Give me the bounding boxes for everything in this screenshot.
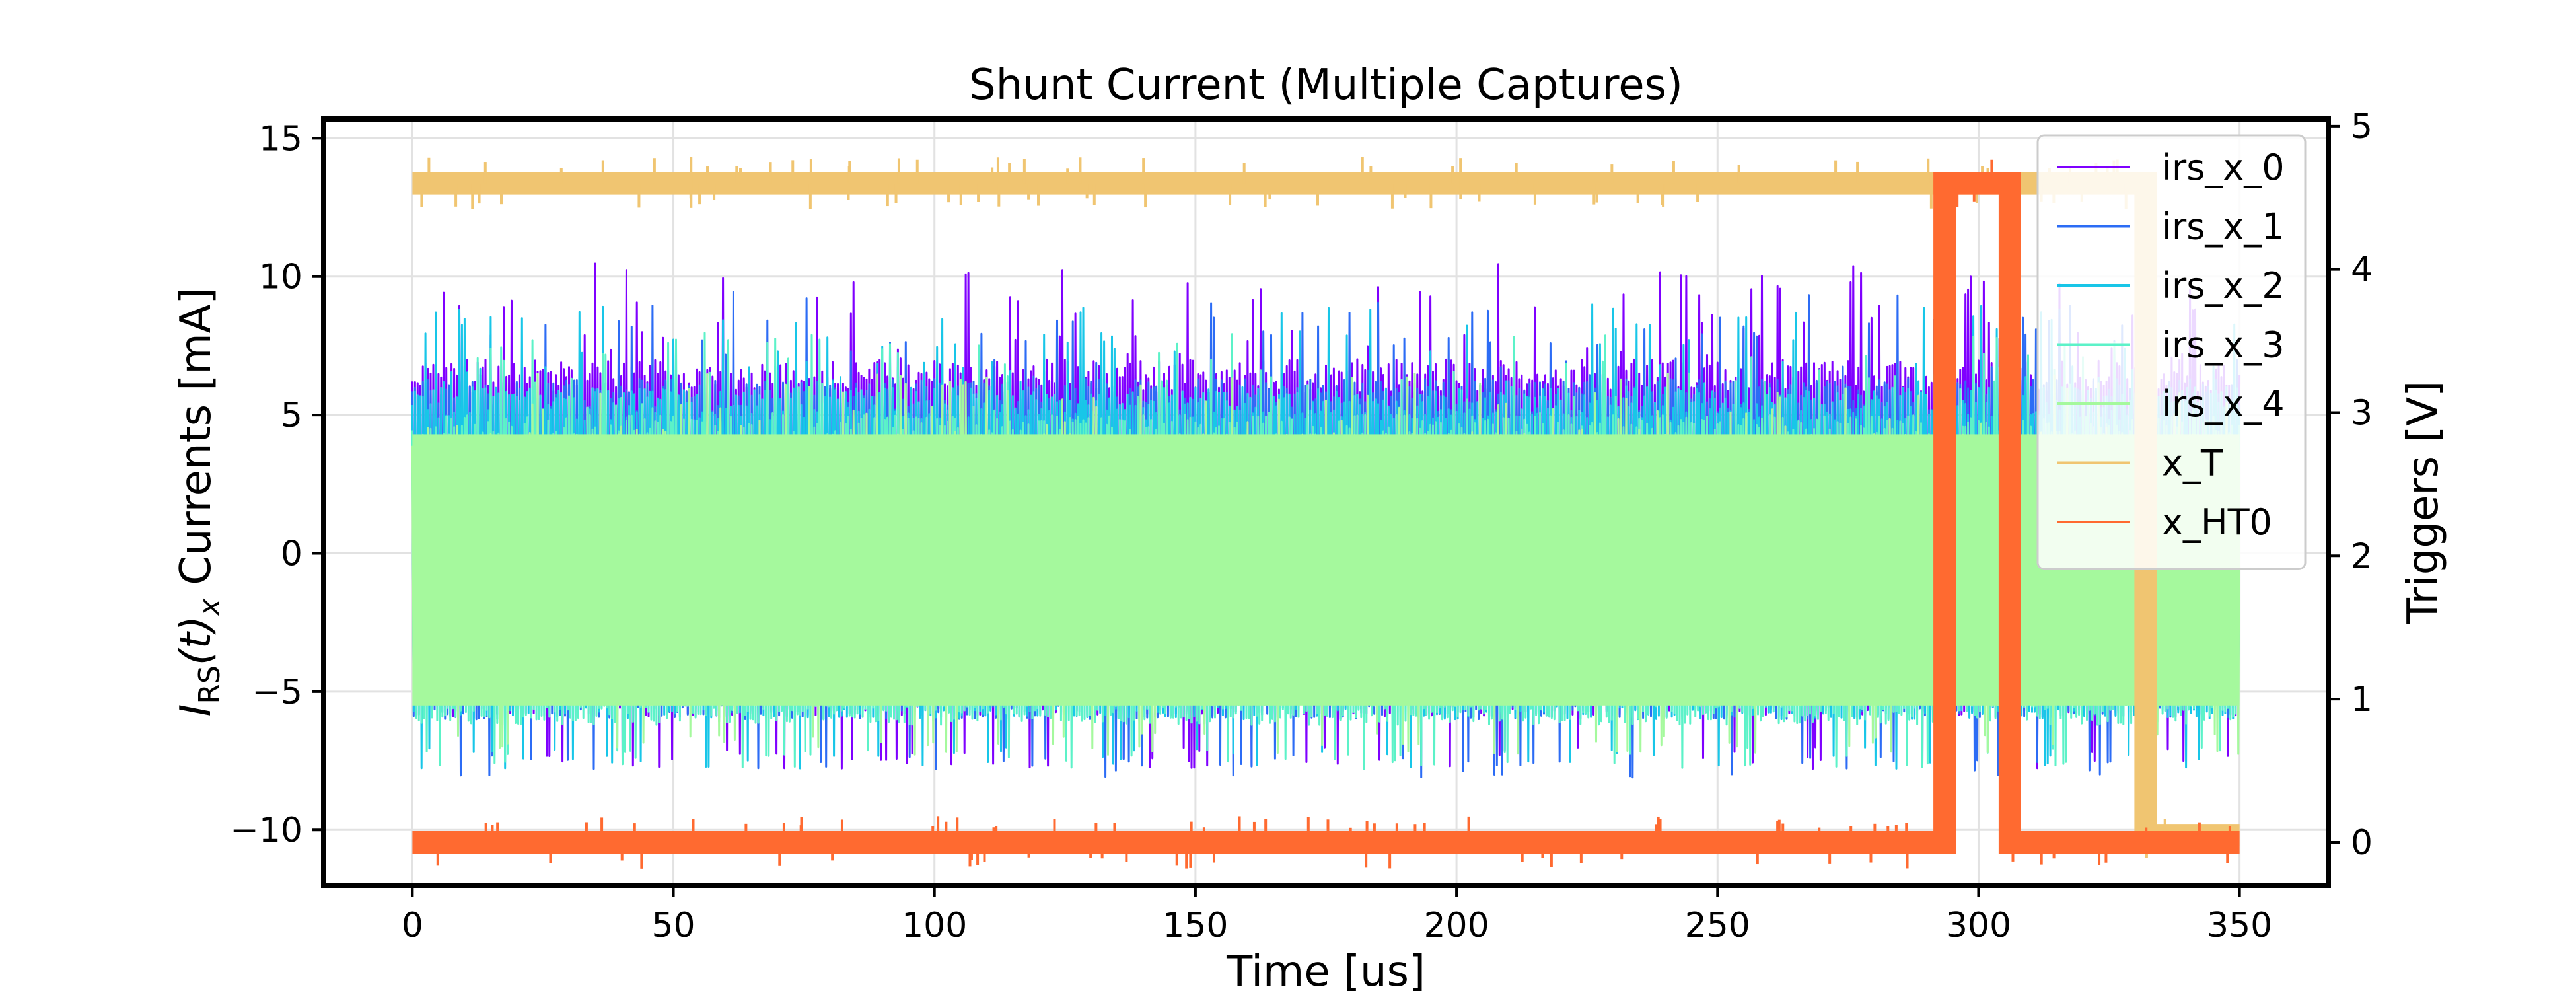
- series-line-x_HT0: [412, 172, 2240, 854]
- x-axis-title: Time [us]: [1226, 947, 1425, 991]
- y2-tick-label: 3: [2351, 393, 2373, 433]
- y-axis-title-symbol: I: [172, 704, 221, 717]
- y-tick-label: −5: [252, 673, 303, 712]
- y-axis-title-subscript-x: x: [193, 598, 227, 617]
- plot-area: [411, 157, 2241, 869]
- legend-label: x_T: [2162, 443, 2223, 484]
- y-tick-label: 15: [259, 119, 303, 159]
- x-tick-label: 50: [651, 906, 695, 945]
- legend-item-irs_x_3: irs_x_3: [2057, 324, 2285, 366]
- y-axis-right: 0 1 2 3 4 5: [2328, 107, 2373, 863]
- legend-label: irs_x_2: [2162, 265, 2285, 307]
- series-fill-irs_x_4: [412, 434, 2240, 706]
- y-axis-title-subscript: RS: [193, 665, 227, 704]
- y-tick-label: 0: [281, 534, 303, 573]
- y-axis-title: IRS(t)x Currents [mA]: [172, 288, 227, 717]
- legend-item-irs_x_2: irs_x_2: [2057, 265, 2285, 307]
- legend-item-irs_x_0: irs_x_0: [2057, 147, 2285, 188]
- x-tick-label: 250: [1685, 906, 1750, 945]
- y-axis-title-units: Currents [mA]: [172, 288, 221, 599]
- legend-label: irs_x_3: [2162, 324, 2285, 366]
- x-tick-label: 200: [1423, 906, 1489, 945]
- y-axis-title-arg: (t): [172, 616, 221, 665]
- x-tick-label: 100: [902, 906, 967, 945]
- legend-label: irs_x_1: [2162, 206, 2285, 248]
- y2-tick-label: 5: [2351, 107, 2373, 147]
- y2-axis-title: Triggers [V]: [2399, 381, 2448, 624]
- legend-item-irs_x_1: irs_x_1: [2057, 206, 2285, 248]
- legend-label: irs_x_0: [2162, 147, 2285, 188]
- chart-title: Shunt Current (Multiple Captures): [969, 61, 1683, 110]
- legend-item-x_T: x_T: [2057, 443, 2223, 484]
- y-tick-label: −10: [230, 811, 303, 850]
- x-tick-label: 350: [2207, 906, 2272, 945]
- y-axis-left: −10 −5 0 5 10 15: [230, 119, 324, 850]
- legend-label: x_HT0: [2162, 501, 2272, 543]
- y2-tick-label: 1: [2351, 680, 2373, 719]
- x-tick-label: 150: [1163, 906, 1228, 945]
- x-tick-label: 0: [402, 906, 423, 945]
- y2-tick-label: 0: [2351, 823, 2373, 863]
- y-tick-label: 5: [281, 396, 303, 435]
- y2-tick-label: 2: [2351, 536, 2373, 576]
- y2-tick-label: 4: [2351, 250, 2373, 290]
- legend-box: [2036, 134, 2307, 570]
- x-tick-label: 300: [1946, 906, 2011, 945]
- y-tick-label: 10: [259, 258, 303, 297]
- legend: irs_x_0 irs_x_1 irs_x_2 irs_x_3 irs_x_4 x_T x_…: [2036, 134, 2307, 570]
- series-x_HT0: [412, 159, 2240, 869]
- legend-item-irs_x_4: irs_x_4: [2057, 383, 2285, 425]
- x-axis: 0 50 100 150 200 250 300 350: [402, 885, 2272, 945]
- legend-item-x_HT0: x_HT0: [2057, 501, 2272, 543]
- legend-label: irs_x_4: [2162, 383, 2285, 425]
- plot-frame: [321, 116, 2331, 888]
